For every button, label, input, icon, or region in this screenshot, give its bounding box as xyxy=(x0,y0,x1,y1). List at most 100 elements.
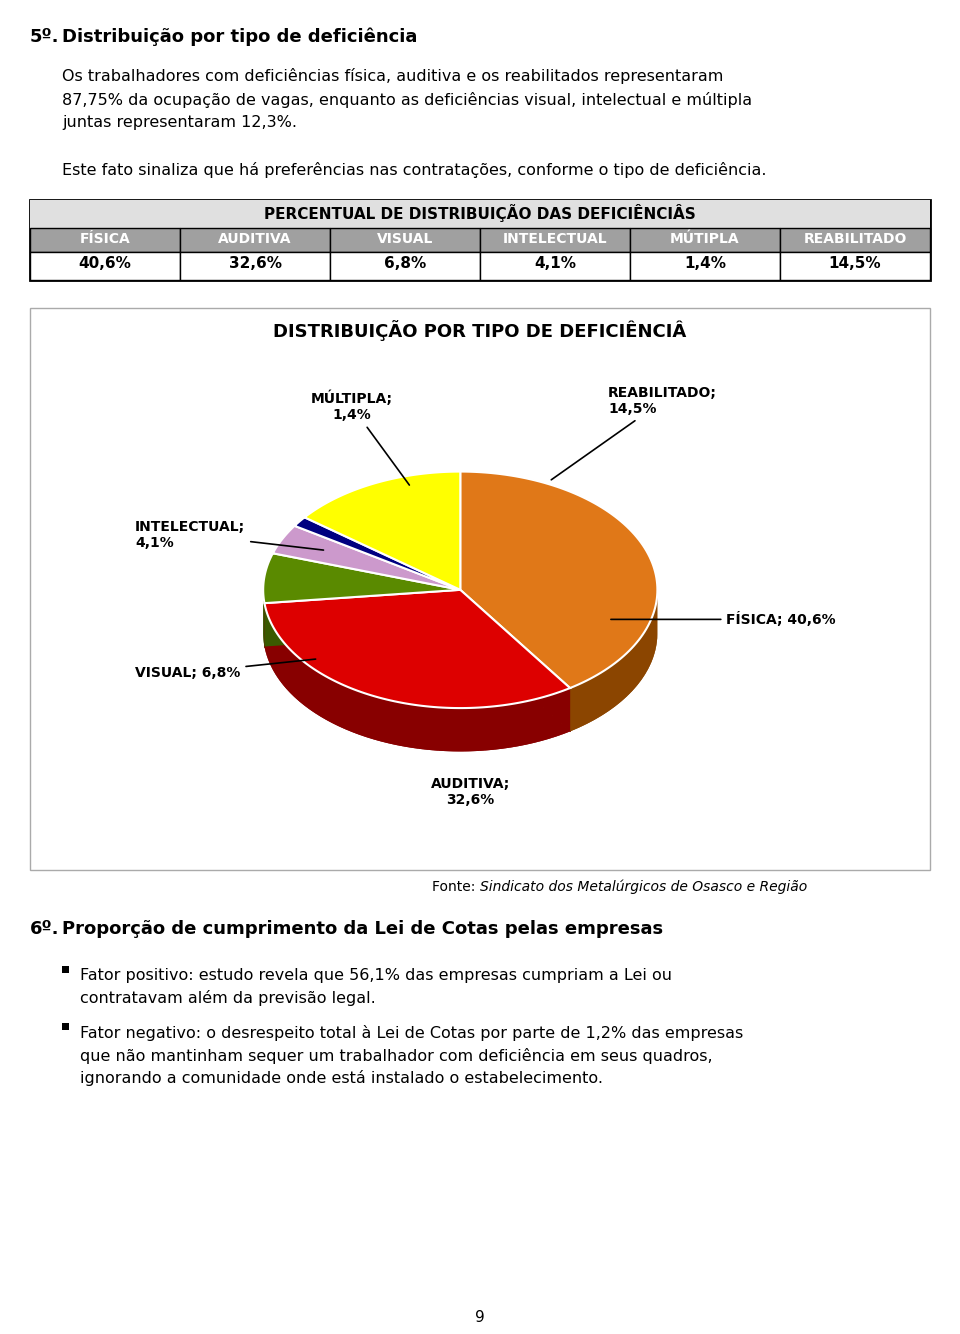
Polygon shape xyxy=(570,595,658,731)
Polygon shape xyxy=(524,700,529,744)
Polygon shape xyxy=(285,644,287,690)
Polygon shape xyxy=(264,590,460,647)
Text: 6,8%: 6,8% xyxy=(384,256,426,271)
Polygon shape xyxy=(565,688,570,734)
Polygon shape xyxy=(276,632,278,679)
Polygon shape xyxy=(272,624,274,671)
Polygon shape xyxy=(380,698,385,742)
Polygon shape xyxy=(434,707,439,751)
Polygon shape xyxy=(570,686,575,731)
Text: 6º.: 6º. xyxy=(30,920,60,938)
Polygon shape xyxy=(263,591,264,647)
Polygon shape xyxy=(469,708,474,751)
Polygon shape xyxy=(274,627,275,674)
Polygon shape xyxy=(652,614,653,662)
Polygon shape xyxy=(293,652,296,698)
Polygon shape xyxy=(264,590,570,708)
Bar xyxy=(30,200,930,228)
Text: MÚLTIPLA;
1,4%: MÚLTIPLA; 1,4% xyxy=(311,391,409,486)
Polygon shape xyxy=(398,702,404,747)
Polygon shape xyxy=(278,636,280,682)
Polygon shape xyxy=(494,706,500,750)
Polygon shape xyxy=(646,626,648,672)
Bar xyxy=(330,252,480,280)
Text: INTELECTUAL: INTELECTUAL xyxy=(503,232,608,245)
Polygon shape xyxy=(280,639,283,684)
Polygon shape xyxy=(548,694,553,739)
Text: FÍSICA: FÍSICA xyxy=(80,232,131,245)
Polygon shape xyxy=(264,590,460,647)
Polygon shape xyxy=(562,690,565,735)
Polygon shape xyxy=(345,686,348,731)
Polygon shape xyxy=(490,706,494,750)
Polygon shape xyxy=(314,670,318,715)
Polygon shape xyxy=(600,671,604,716)
Polygon shape xyxy=(362,692,366,738)
Polygon shape xyxy=(460,590,570,731)
Bar xyxy=(330,228,480,252)
Text: 4,1%: 4,1% xyxy=(534,256,576,271)
Polygon shape xyxy=(454,708,459,751)
Polygon shape xyxy=(371,695,375,740)
Polygon shape xyxy=(328,678,332,723)
Text: 32,6%: 32,6% xyxy=(228,256,281,271)
Bar xyxy=(630,228,780,252)
Polygon shape xyxy=(301,659,304,706)
Polygon shape xyxy=(353,688,357,734)
Text: Este fato sinaliza que há preferências nas contratações, conforme o tipo de defi: Este fato sinaliza que há preferências n… xyxy=(62,161,766,177)
Text: AUDITIVA;
32,6%: AUDITIVA; 32,6% xyxy=(430,778,510,807)
Polygon shape xyxy=(500,706,505,750)
Bar xyxy=(780,228,930,252)
Bar xyxy=(30,200,930,280)
Text: REABILITADO: REABILITADO xyxy=(804,232,906,245)
Polygon shape xyxy=(510,703,515,747)
Bar xyxy=(62,1023,69,1030)
Text: VISUAL; 6,8%: VISUAL; 6,8% xyxy=(135,659,316,679)
Polygon shape xyxy=(620,656,624,703)
Polygon shape xyxy=(627,650,631,696)
Polygon shape xyxy=(642,632,644,679)
Text: INTELECTUAL;
4,1%: INTELECTUAL; 4,1% xyxy=(135,519,324,550)
Bar xyxy=(630,252,780,280)
Polygon shape xyxy=(449,708,454,751)
Polygon shape xyxy=(324,676,328,722)
Polygon shape xyxy=(653,610,655,658)
Polygon shape xyxy=(459,708,465,751)
Polygon shape xyxy=(423,706,428,750)
Text: REABILITADO;
14,5%: REABILITADO; 14,5% xyxy=(551,386,717,480)
Polygon shape xyxy=(634,643,636,690)
Polygon shape xyxy=(644,628,646,675)
Text: Fator positivo: estudo revela que 56,1% das empresas cumpriam a Lei ou
contratav: Fator positivo: estudo revela que 56,1% … xyxy=(80,968,672,1006)
Polygon shape xyxy=(636,639,639,686)
Polygon shape xyxy=(299,658,301,703)
Bar xyxy=(62,966,69,972)
Text: Distribuição por tipo de deficiência: Distribuição por tipo de deficiência xyxy=(62,28,418,47)
Polygon shape xyxy=(336,682,341,727)
Text: Sindicato dos Metalúrgicos de Osasco e Região: Sindicato dos Metalúrgicos de Osasco e R… xyxy=(480,880,807,895)
Polygon shape xyxy=(539,698,543,742)
Polygon shape xyxy=(485,707,490,751)
Text: 40,6%: 40,6% xyxy=(79,256,132,271)
Bar xyxy=(30,228,180,252)
Text: MÚTIPLA: MÚTIPLA xyxy=(670,232,740,245)
Polygon shape xyxy=(553,692,557,738)
Polygon shape xyxy=(271,622,272,667)
Bar xyxy=(480,228,630,252)
Bar xyxy=(30,252,180,280)
Polygon shape xyxy=(650,618,652,664)
Polygon shape xyxy=(409,704,414,748)
Bar xyxy=(30,308,930,870)
Polygon shape xyxy=(419,706,423,750)
Text: 1,4%: 1,4% xyxy=(684,256,726,271)
Polygon shape xyxy=(505,704,510,748)
Polygon shape xyxy=(332,680,336,726)
Polygon shape xyxy=(269,618,271,664)
Polygon shape xyxy=(480,707,485,751)
Text: 9: 9 xyxy=(475,1310,485,1325)
Polygon shape xyxy=(460,590,570,731)
Text: 5º.: 5º. xyxy=(30,28,60,45)
Polygon shape xyxy=(557,691,562,736)
Bar xyxy=(180,252,330,280)
Text: Os trabalhadores com deficiências física, auditiva e os reabilitados representar: Os trabalhadores com deficiências física… xyxy=(62,68,752,129)
Polygon shape xyxy=(465,708,469,751)
